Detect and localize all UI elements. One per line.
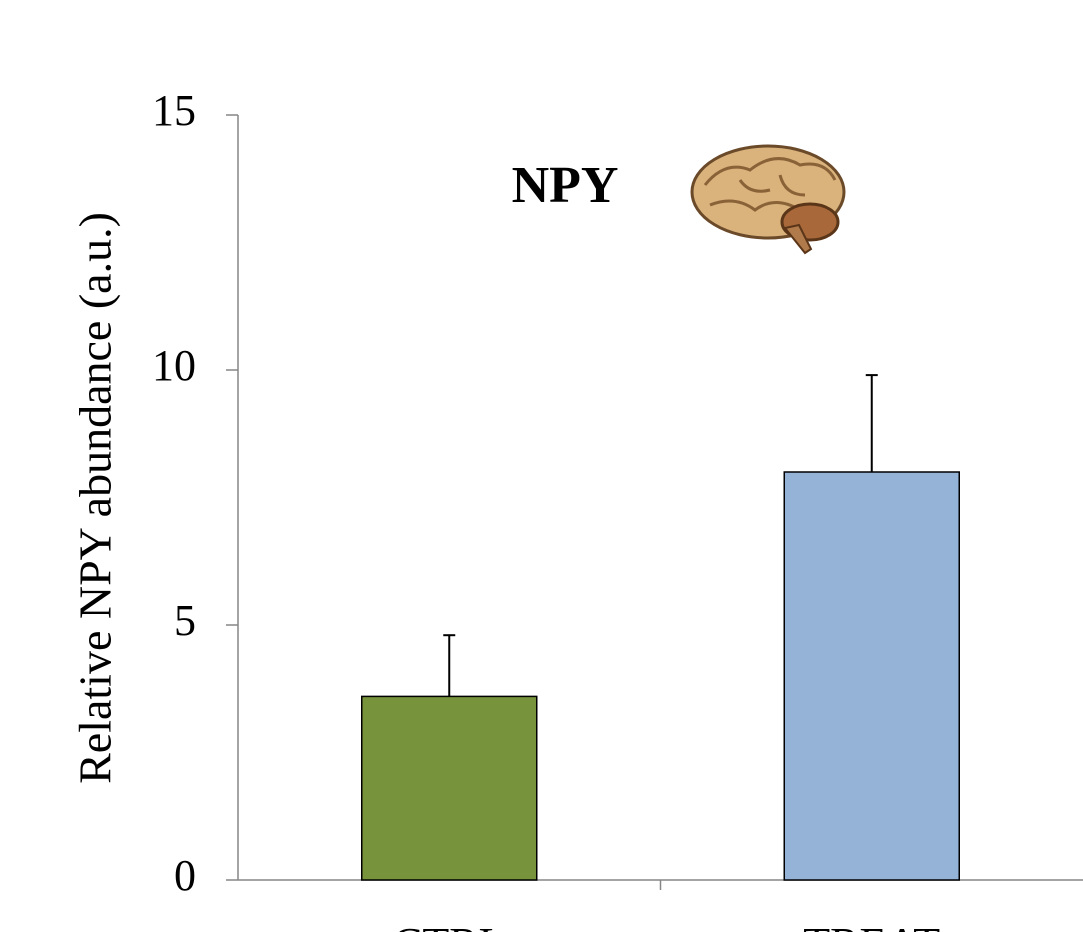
chart: NPY Relative NPY abundance (a.u.) 0 5 10 15… — [0, 0, 1083, 932]
x-tick-label: CTRL — [393, 919, 505, 932]
brain-icon — [692, 146, 844, 253]
y-tick-label: 15 — [152, 86, 196, 135]
y-axis-label: Relative NPY abundance (a.u.) — [70, 212, 121, 784]
bar — [362, 696, 537, 880]
bar — [784, 472, 959, 880]
y-tick-label: 10 — [152, 341, 196, 390]
y-tick-label: 0 — [174, 851, 196, 900]
chart-title: NPY — [512, 157, 619, 214]
x-tick-label: TREAT — [803, 919, 940, 932]
y-tick-label: 5 — [174, 596, 196, 645]
